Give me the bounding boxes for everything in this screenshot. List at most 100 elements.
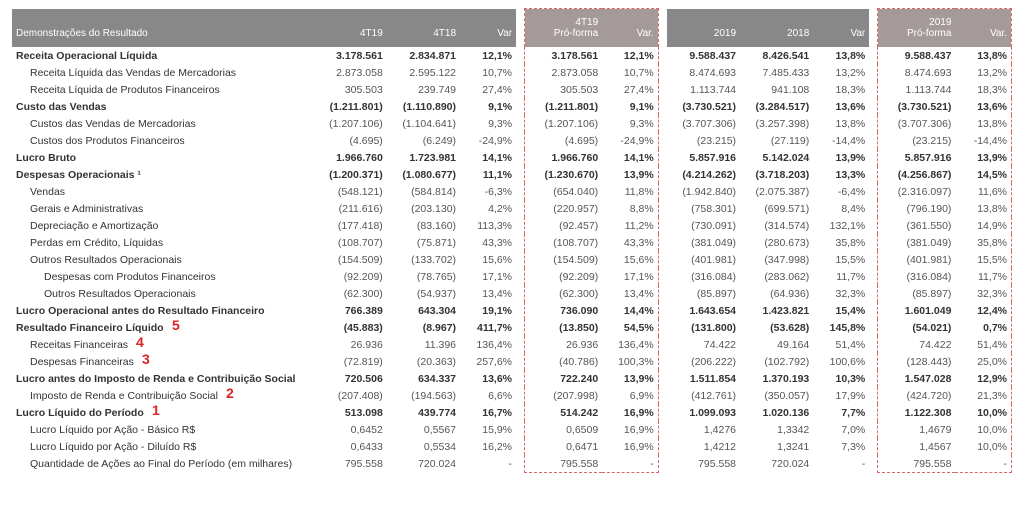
col-4t19pf: 4T19Pró-forma — [525, 9, 603, 48]
cell: 1.122.308 — [878, 404, 956, 421]
table-row: Despesas Operacionais ¹(1.200.371)(1.080… — [12, 166, 1012, 183]
cell: (206.222) — [667, 353, 740, 370]
cell: 7,0% — [813, 421, 869, 438]
cell: 513.098 — [314, 404, 387, 421]
cell: 720.506 — [314, 370, 387, 387]
cell: 514.242 — [525, 404, 603, 421]
cell: 9.588.437 — [878, 47, 956, 64]
cell: 12,1% — [460, 47, 516, 64]
table-header: Demonstrações do Resultado 4T19 4T18 Var… — [12, 9, 1012, 48]
cell: (2.316.097) — [878, 183, 956, 200]
cell: 1.547.028 — [878, 370, 956, 387]
cell: 9,3% — [602, 115, 658, 132]
cell: (3.718.203) — [740, 166, 813, 183]
table-row: Resultado Financeiro Líquido(45.883)(8.9… — [12, 319, 1012, 336]
cell: (20.363) — [387, 353, 460, 370]
row-label: Quantidade de Ações ao Final do Período … — [12, 455, 314, 473]
cell: 35,8% — [955, 234, 1011, 251]
cell: 795.558 — [525, 455, 603, 473]
cell: (194.563) — [387, 387, 460, 404]
row-label: Resultado Financeiro Líquido — [12, 319, 314, 336]
cell: (1.942.840) — [667, 183, 740, 200]
cell: 15,5% — [955, 251, 1011, 268]
col-2019pf: 2019Pró-forma — [878, 9, 956, 48]
cell: (350.057) — [740, 387, 813, 404]
cell: 2.873.058 — [314, 64, 387, 81]
cell: (3.284.517) — [740, 98, 813, 115]
cell: (78.765) — [387, 268, 460, 285]
cell: 9,3% — [460, 115, 516, 132]
cell: 11,8% — [602, 183, 658, 200]
cell: 51,4% — [955, 336, 1011, 353]
cell: 12,9% — [955, 370, 1011, 387]
cell: 10,0% — [955, 404, 1011, 421]
cell: 16,9% — [602, 421, 658, 438]
cell: (64.936) — [740, 285, 813, 302]
header-title: Demonstrações do Resultado — [12, 9, 314, 48]
cell: (220.957) — [525, 200, 603, 217]
cell: 27,4% — [460, 81, 516, 98]
cell: (584.814) — [387, 183, 460, 200]
cell: 0,5567 — [387, 421, 460, 438]
table-row: Lucro Líquido por Ação - Diluído R$0,643… — [12, 438, 1012, 455]
row-label: Custos dos Produtos Financeiros — [12, 132, 314, 149]
cell: 0,6509 — [525, 421, 603, 438]
cell: (283.062) — [740, 268, 813, 285]
col-var1: Var — [460, 9, 516, 48]
cell: (62.300) — [525, 285, 603, 302]
cell: 10,0% — [955, 438, 1011, 455]
cell: 14,1% — [460, 149, 516, 166]
cell: 411,7% — [460, 319, 516, 336]
cell: 14,9% — [955, 217, 1011, 234]
cell: 32,3% — [955, 285, 1011, 302]
col-4t18: 4T18 — [387, 9, 460, 48]
cell: (1.211.801) — [525, 98, 603, 115]
table: Demonstrações do Resultado 4T19 4T18 Var… — [12, 8, 1012, 473]
table-row: Vendas(548.121)(584.814)-6,3%(654.040)11… — [12, 183, 1012, 200]
row-label: Despesas Financeiras — [12, 353, 314, 370]
row-label: Despesas com Produtos Financeiros — [12, 268, 314, 285]
cell: (207.998) — [525, 387, 603, 404]
cell: 9.588.437 — [667, 47, 740, 64]
cell: (62.300) — [314, 285, 387, 302]
cell: (211.616) — [314, 200, 387, 217]
cell: 941.108 — [740, 81, 813, 98]
cell: 11.396 — [387, 336, 460, 353]
cell: (280.673) — [740, 234, 813, 251]
cell: 10,3% — [813, 370, 869, 387]
cell: 643.304 — [387, 302, 460, 319]
cell: (3.707.306) — [667, 115, 740, 132]
cell: 1.020.136 — [740, 404, 813, 421]
cell: 13,4% — [602, 285, 658, 302]
cell: (131.800) — [667, 319, 740, 336]
cell: 8,8% — [602, 200, 658, 217]
table-row: Outros Resultados Operacionais(62.300)(5… — [12, 285, 1012, 302]
cell: 100,3% — [602, 353, 658, 370]
cell: (314.574) — [740, 217, 813, 234]
cell: 17,1% — [602, 268, 658, 285]
cell: 13,3% — [813, 166, 869, 183]
cell: 6,9% — [602, 387, 658, 404]
table-body: Receita Operacional Líquida3.178.5612.83… — [12, 47, 1012, 473]
cell: 15,9% — [460, 421, 516, 438]
cell: 305.503 — [525, 81, 603, 98]
cell: 49.164 — [740, 336, 813, 353]
cell: 1,4679 — [878, 421, 956, 438]
cell: (154.509) — [314, 251, 387, 268]
cell: (23.215) — [878, 132, 956, 149]
row-label: Lucro Líquido por Ação - Básico R$ — [12, 421, 314, 438]
cell: 9,1% — [460, 98, 516, 115]
table-row: Custos das Vendas de Mercadorias(1.207.1… — [12, 115, 1012, 132]
cell: 13,6% — [955, 98, 1011, 115]
cell: (316.084) — [878, 268, 956, 285]
cell: 7,3% — [813, 438, 869, 455]
cell: 26.936 — [525, 336, 603, 353]
cell: (316.084) — [667, 268, 740, 285]
cell: 1.423.821 — [740, 302, 813, 319]
cell: 5.857.916 — [667, 149, 740, 166]
cell: 13,8% — [955, 47, 1011, 64]
cell: 13,2% — [955, 64, 1011, 81]
cell: (8.967) — [387, 319, 460, 336]
cell: 32,3% — [813, 285, 869, 302]
cell: (401.981) — [878, 251, 956, 268]
